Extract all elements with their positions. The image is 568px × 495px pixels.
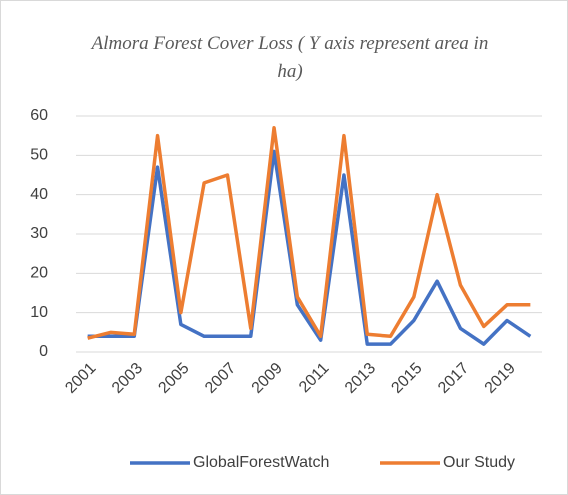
chart-title: Almora Forest Cover Loss ( Y axis repres… bbox=[91, 33, 489, 82]
legend-label: GlobalForestWatch bbox=[193, 454, 329, 471]
series-line bbox=[87, 126, 531, 340]
x-tick-label: 2019 bbox=[482, 360, 519, 397]
x-tick-label: 2011 bbox=[296, 360, 332, 396]
x-tick-label: 2005 bbox=[155, 360, 192, 397]
y-tick-label: 60 bbox=[30, 107, 48, 124]
x-tick-label: 2009 bbox=[249, 360, 286, 397]
x-tick-label: 2001 bbox=[62, 360, 99, 397]
y-tick-label: 30 bbox=[30, 225, 48, 242]
x-tick-label: 2015 bbox=[388, 360, 425, 397]
y-tick-label: 40 bbox=[30, 186, 48, 203]
y-tick-label: 20 bbox=[30, 265, 48, 282]
y-tick-label: 10 bbox=[30, 304, 48, 321]
x-tick-label: 2017 bbox=[435, 360, 472, 397]
x-tick-label: 2003 bbox=[109, 360, 146, 397]
series-line bbox=[87, 149, 532, 346]
x-tick-label: 2013 bbox=[342, 360, 379, 397]
legend-label: Our Study bbox=[443, 454, 515, 471]
y-tick-label: 50 bbox=[30, 147, 48, 164]
x-tick-label: 2007 bbox=[202, 360, 239, 397]
y-tick-label: 0 bbox=[39, 343, 48, 360]
